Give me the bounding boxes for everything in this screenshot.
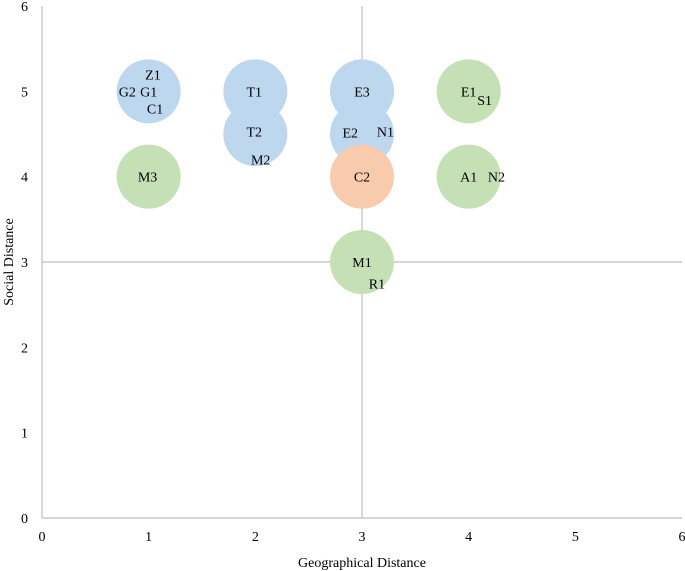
y-tick-label-0: 0: [21, 512, 28, 527]
x-tick-label-1: 1: [145, 530, 152, 545]
x-tick-label-6: 6: [679, 530, 685, 545]
point-label-t2: T2: [246, 125, 262, 140]
y-tick-label-5: 5: [21, 85, 28, 100]
point-label-m1: M1: [352, 256, 371, 271]
point-label-n1: N1: [377, 125, 394, 140]
point-label-r1: R1: [369, 277, 385, 292]
axes: [41, 6, 682, 519]
point-label-m2: M2: [251, 154, 270, 169]
bubbles: [116, 59, 501, 294]
point-label-t1: T1: [246, 85, 262, 100]
point-label-g1: G1: [140, 85, 157, 100]
x-tick-labels: 0 1 2 3 4 5 6: [39, 530, 685, 545]
y-tick-label-6: 6: [21, 0, 28, 15]
x-axis-title: Geographical Distance: [298, 556, 426, 571]
bubble-7: [330, 144, 394, 209]
bubble-2: [223, 102, 288, 166]
bubble-5: [436, 59, 501, 124]
x-tick-label-4: 4: [465, 530, 472, 545]
bubble-8: [436, 144, 501, 209]
point-label-c1: C1: [147, 102, 163, 117]
y-tick-labels: 0 1 2 3 4 5 6: [21, 0, 28, 527]
point-label-a1: A1: [460, 171, 477, 186]
point-label-n2: N2: [488, 171, 505, 186]
x-tick-label-5: 5: [572, 530, 579, 545]
point-label-z1: Z1: [145, 68, 161, 83]
x-tick-label-2: 2: [252, 530, 259, 545]
y-axis-title: Social Distance: [2, 218, 17, 305]
point-label-c2: C2: [354, 171, 370, 186]
point-label-s1: S1: [477, 94, 492, 109]
x-tick-label-0: 0: [39, 530, 46, 545]
y-tick-label-1: 1: [21, 427, 28, 442]
x-tick-label-3: 3: [359, 530, 366, 545]
point-label-g2: G2: [119, 85, 136, 100]
point-label-m3: M3: [138, 171, 157, 186]
point-label-e3: E3: [354, 85, 370, 100]
point-label-e2: E2: [342, 126, 358, 141]
y-tick-label-3: 3: [21, 256, 28, 271]
y-tick-label-4: 4: [21, 171, 28, 186]
bubble-0: [116, 59, 181, 124]
bubble-9: [330, 230, 394, 294]
bubble-6: [116, 144, 181, 209]
y-tick-label-2: 2: [21, 341, 28, 356]
point-label-e1: E1: [461, 85, 477, 100]
